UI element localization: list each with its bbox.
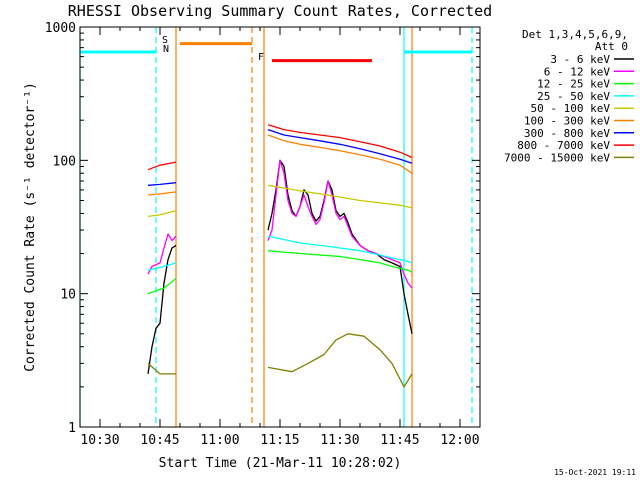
legend-label-2: 12 - 25 keV <box>537 78 610 91</box>
y-tick-label-0: 1 <box>68 421 76 436</box>
y-axis-label: Corrected Count Rate (s⁻¹ detector⁻¹) <box>23 82 38 372</box>
x-tick-label-0: 10:30 <box>80 433 119 448</box>
series-6-segment-1 <box>267 128 413 164</box>
legend-label-0: 3 - 6 keV <box>550 53 610 66</box>
x-tick-label-3: 11:15 <box>260 433 299 448</box>
legend-label-3: 25 - 50 keV <box>537 90 610 103</box>
series-4-segment-1 <box>267 184 413 209</box>
legend-label-6: 300 - 800 keV <box>524 127 610 140</box>
series-7-segment-1 <box>267 124 413 159</box>
series-2-segment-0 <box>147 277 177 295</box>
legend-label-8: 7000 - 15000 keV <box>504 151 610 164</box>
series-0-segment-1 <box>267 159 413 334</box>
x-tick-label-2: 11:00 <box>200 433 239 448</box>
legend-label-4: 50 - 100 keV <box>531 102 611 115</box>
x-tick-label-6: 12:00 <box>440 433 479 448</box>
y-tick-label-1: 10 <box>60 288 76 303</box>
y-axis-label-text: Corrected Count Rate (s⁻¹ detector⁻¹) <box>23 82 38 372</box>
y-tick-label-2: 100 <box>53 154 76 169</box>
x-tick-label-5: 11:45 <box>380 433 419 448</box>
flare-flag-label: F <box>258 52 264 63</box>
series-3-segment-0 <box>147 262 177 271</box>
plot-lines: SN F <box>79 27 473 427</box>
plot-frame <box>79 26 481 428</box>
series-1-segment-1 <box>267 159 413 289</box>
series-2-segment-1 <box>267 250 413 273</box>
series-5-segment-1 <box>267 134 413 174</box>
saa-flag-label: S <box>162 35 168 46</box>
legend-header-1: Att 0 <box>595 40 628 53</box>
x-tick-label-4: 11:30 <box>320 433 359 448</box>
legend-label-1: 6 - 12 keV <box>544 65 611 78</box>
chart-title: RHESSI Observing Summary Count Rates, Co… <box>68 2 492 20</box>
legend-label-7: 800 - 7000 keV <box>517 139 610 152</box>
series-7-segment-0 <box>147 161 177 171</box>
series-4-segment-0 <box>147 209 177 218</box>
footer-timestamp: 15-Oct-2021 19:11 <box>554 468 636 477</box>
axis-ticks: 10:30 10:45 11:00 11:15 11:30 11:45 12:00 1 10 10… <box>45 21 481 448</box>
x-axis-label: Start Time (21-Mar-11 10:28:02) <box>159 456 402 471</box>
series-3-segment-1 <box>267 235 413 264</box>
series-5-segment-0 <box>147 191 177 196</box>
series-0-segment-0 <box>147 244 177 374</box>
legend-header-0: Det 1,3,4,5,6,9, <box>522 28 628 41</box>
y-tick-label-3: 1000 <box>45 21 76 36</box>
series-1-segment-0 <box>147 233 177 275</box>
series-8-segment-0 <box>147 362 176 375</box>
night-flag-label: N <box>163 44 169 55</box>
series-6-segment-0 <box>147 182 177 186</box>
series-8-segment-1 <box>267 333 413 388</box>
x-tick-label-1: 10:45 <box>140 433 179 448</box>
legend-label-5: 100 - 300 keV <box>524 115 610 128</box>
